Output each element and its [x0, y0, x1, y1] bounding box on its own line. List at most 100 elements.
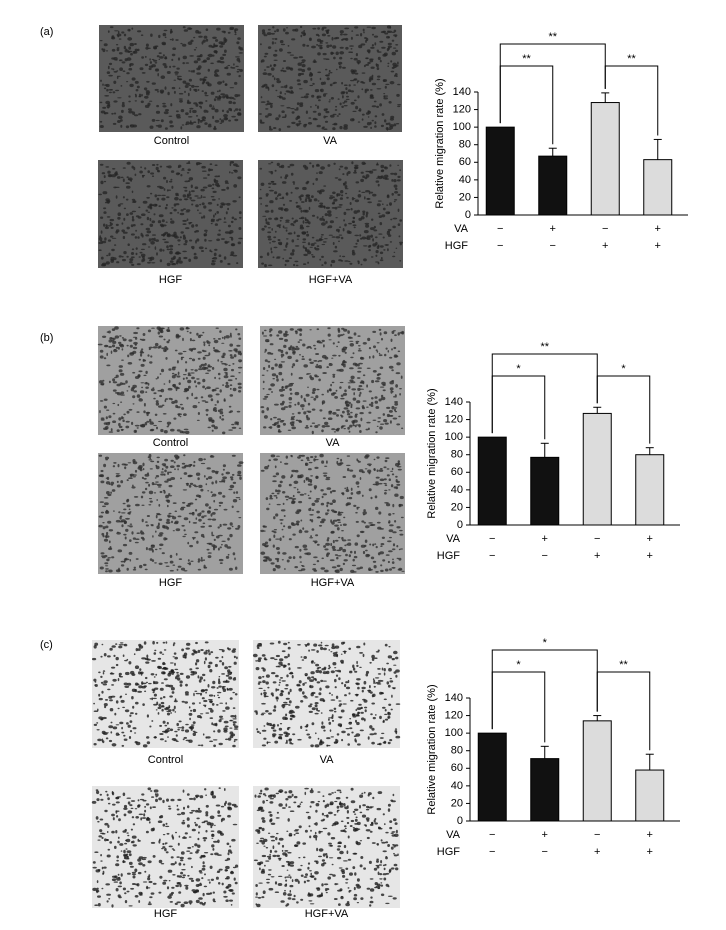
cell [232, 161, 234, 162]
cell [120, 516, 123, 518]
cell [391, 348, 393, 350]
cell [141, 254, 146, 257]
cell [335, 570, 337, 573]
cell [330, 651, 332, 652]
cell [134, 430, 137, 433]
cell [280, 220, 282, 222]
cell [272, 26, 274, 28]
cell [347, 733, 350, 736]
cell [357, 534, 360, 537]
cell [318, 379, 321, 382]
cell [237, 176, 241, 179]
cell [156, 125, 159, 127]
cell [128, 243, 130, 246]
cell [193, 484, 197, 486]
cell [125, 58, 128, 61]
cell [182, 466, 186, 468]
cell [258, 688, 262, 689]
cell [297, 402, 299, 406]
cell [261, 667, 264, 669]
cell [386, 348, 388, 350]
cell [203, 705, 207, 706]
cell [284, 688, 288, 689]
cell [363, 258, 367, 261]
cell [185, 886, 188, 889]
cell [329, 722, 332, 725]
cell [186, 327, 189, 330]
cell [170, 662, 174, 663]
cell [377, 668, 381, 670]
image-caption: VA [323, 135, 338, 147]
cell [240, 113, 242, 116]
cell [211, 722, 213, 725]
cell [141, 339, 145, 341]
cell [399, 530, 403, 531]
cell [126, 256, 128, 258]
cell [191, 190, 195, 192]
cell [184, 29, 188, 32]
cell [122, 104, 125, 107]
cell [264, 725, 266, 726]
cell [269, 200, 273, 203]
cell [284, 93, 286, 95]
cell [355, 424, 360, 425]
cell [188, 161, 190, 163]
cell [303, 696, 308, 697]
cell [136, 253, 138, 256]
cell [192, 829, 196, 832]
cell [365, 550, 368, 552]
cell [217, 234, 221, 236]
cell [206, 483, 208, 485]
cell [117, 485, 121, 488]
cell [124, 739, 128, 741]
cell [371, 703, 375, 705]
cell [145, 488, 147, 490]
cell [189, 110, 191, 113]
cell [209, 694, 213, 696]
cell [125, 182, 130, 184]
cell [206, 478, 208, 480]
cell [138, 799, 140, 801]
cell [329, 388, 332, 391]
cell [290, 164, 295, 167]
cell [378, 511, 381, 514]
cell [302, 683, 305, 686]
cell [281, 86, 285, 88]
cell [238, 383, 242, 386]
cell [203, 40, 206, 43]
cell [346, 465, 351, 466]
cell [289, 92, 292, 93]
cell [170, 555, 173, 558]
cell [356, 715, 360, 717]
cell [297, 83, 301, 85]
cell [118, 511, 120, 513]
cell [184, 472, 188, 475]
cell [218, 373, 221, 376]
cell [388, 561, 390, 563]
cell [117, 97, 121, 98]
cell [214, 404, 216, 406]
cell [147, 170, 150, 173]
cell [377, 527, 381, 530]
cell [148, 683, 152, 684]
cell [263, 526, 267, 528]
condition-sign: − [602, 223, 608, 235]
cell [104, 112, 108, 114]
cell [198, 808, 200, 810]
cell [387, 194, 389, 197]
cell [150, 429, 154, 431]
cell [224, 256, 227, 260]
cell [149, 101, 152, 102]
cell [207, 174, 210, 176]
y-tick-label: 40 [451, 484, 463, 496]
cell [269, 126, 271, 129]
cell [178, 57, 180, 60]
cell [357, 80, 360, 82]
cell [228, 849, 232, 852]
cell [361, 717, 364, 720]
cell [141, 94, 143, 97]
cell [207, 490, 209, 491]
cell [138, 862, 143, 865]
cell [213, 739, 218, 740]
cell [217, 359, 219, 362]
